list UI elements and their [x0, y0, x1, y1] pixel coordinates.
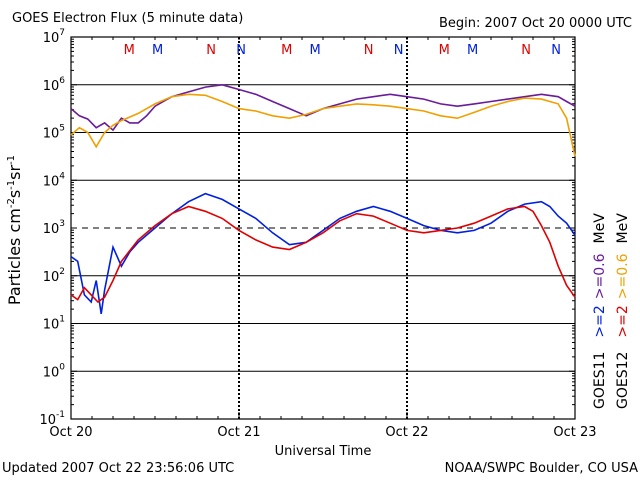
legend-unit: MeV: [615, 213, 631, 244]
y-axis-label-main: Particles cm: [5, 208, 24, 305]
updated-label: Updated 2007 Oct 22 23:56:06 UTC: [2, 461, 234, 476]
y-tick-label-base: 10: [43, 270, 60, 285]
y-tick-label-base: 10: [43, 174, 60, 189]
legend-sat: GOES12: [615, 352, 631, 409]
legend-entry: GOES12 >=2 >=0.6 MeV: [615, 213, 631, 409]
legend-low: >=2: [592, 305, 608, 337]
y-tick-label-exp: 2: [59, 267, 65, 277]
y-tick-label-base: 10: [43, 127, 60, 142]
y-tick-label-exp: 4: [59, 171, 65, 181]
y-tick-label-base: 10: [43, 222, 60, 237]
y-tick-label-exp: 3: [59, 219, 65, 229]
marker-label: M: [310, 43, 321, 58]
y-axis-label-sup3: -1: [6, 155, 17, 165]
marker-label: M: [439, 43, 450, 58]
y-tick-label-base: 10: [43, 318, 60, 333]
begin-date-label: Begin: 2007 Oct 20 0000 UTC: [439, 16, 632, 31]
legend-entry: GOES11 >=2 >=0.6 MeV: [592, 213, 608, 409]
y-axis-label-sup2: -1: [6, 180, 17, 190]
marker-label: N: [236, 43, 246, 58]
x-tick-label: Oct 20: [49, 425, 92, 440]
marker-label: M: [124, 43, 135, 58]
legend-sat: GOES11: [592, 352, 608, 409]
marker-label: N: [206, 43, 216, 58]
legend-high: >=0.6: [615, 253, 631, 299]
y-tick-label-exp: -1: [56, 410, 65, 420]
marker-label: N: [364, 43, 374, 58]
marker-label: N: [394, 43, 404, 58]
y-axis-label-sup1: -2: [6, 198, 17, 208]
y-tick-label-base: 10: [43, 79, 60, 94]
y-axis-label-mid2: sr: [5, 165, 24, 180]
legend-low: >=2: [615, 305, 631, 337]
credit-label: NOAA/SWPC Boulder, CO USA: [445, 461, 638, 476]
chart-title: GOES Electron Flux (5 minute data): [12, 11, 243, 26]
x-tick-label: Oct 23: [553, 425, 596, 440]
goes-electron-flux-chart: GOES Electron Flux (5 minute data) Begin…: [0, 0, 640, 480]
x-tick-label: Oct 21: [217, 425, 260, 440]
y-axis-label-mid1: s: [5, 190, 24, 198]
y-tick-label-exp: 7: [59, 28, 65, 38]
y-tick-label-base: 10: [43, 31, 60, 46]
marker-label: M: [467, 43, 478, 58]
legend-unit: MeV: [592, 213, 608, 244]
marker-label: N: [521, 43, 531, 58]
chart-background: [0, 0, 640, 480]
y-tick-label-exp: 1: [59, 315, 65, 325]
marker-label: N: [551, 43, 561, 58]
y-tick-label-exp: 6: [59, 76, 65, 86]
x-tick-label: Oct 22: [385, 425, 428, 440]
y-tick-label-exp: 5: [59, 124, 65, 134]
legend-high: >=0.6: [592, 253, 608, 299]
marker-label: M: [281, 43, 292, 58]
y-tick-label-base: 10: [43, 365, 60, 380]
marker-label: M: [152, 43, 163, 58]
y-axis-label: Particles cm-2s-1sr-1: [5, 155, 24, 305]
x-axis-label: Universal Time: [275, 444, 372, 459]
y-tick-label-exp: 0: [59, 362, 65, 372]
